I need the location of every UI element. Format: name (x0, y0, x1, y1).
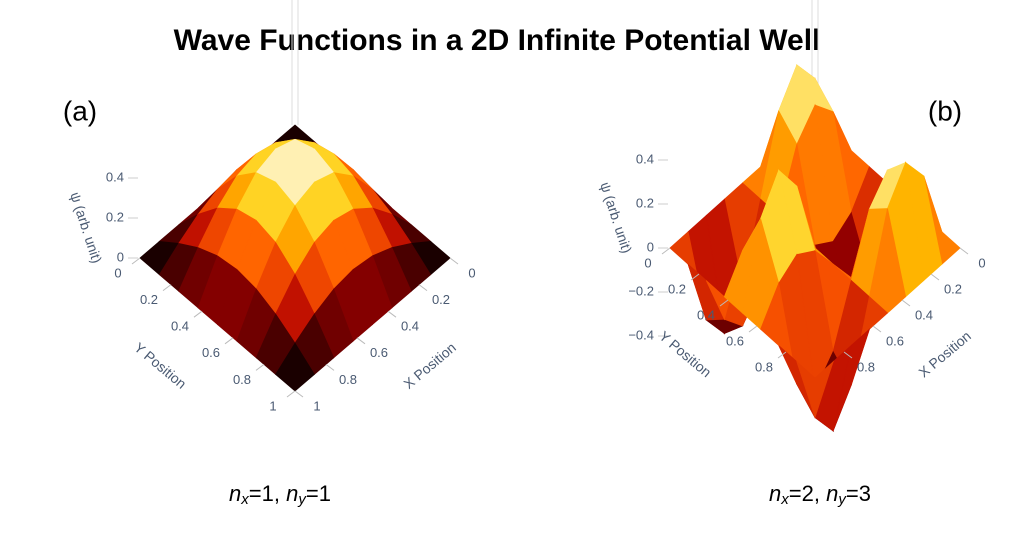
x-tick-label: 0.8 (339, 372, 357, 387)
y-tick-label: 0.6 (202, 345, 220, 360)
caption-part: y (837, 491, 847, 508)
x-tick-label: 0.6 (370, 345, 388, 360)
z-tick-label: 0.2 (106, 209, 124, 224)
caption: nx=1, ny=1 (229, 481, 331, 508)
x-tick (449, 257, 459, 265)
y-tick-label: 0.4 (697, 307, 715, 322)
x-tick-label: 0 (468, 265, 475, 280)
caption-part: =1, (249, 481, 286, 506)
x-tick-label: 1 (313, 398, 320, 413)
y-tick (661, 247, 671, 255)
z-tick-label: 0.4 (636, 151, 654, 166)
x-tick-label: 0.2 (432, 292, 450, 307)
y-tick (131, 257, 141, 265)
caption-part: n (826, 481, 838, 506)
surface-cell (796, 360, 834, 419)
z-tick-label: −0.2 (628, 283, 654, 298)
surface-chart: 0 0.2 0.4 0.6 0.8 1 0 0.2 0.4 0.6 0.8 1 0 0.2 0.4 X Pos… (63, 0, 476, 508)
x-tick-label: 0.4 (401, 319, 419, 334)
y-axis-title: Y Position (131, 339, 189, 392)
x-tick (959, 247, 969, 255)
y-tick (255, 363, 265, 371)
x-tick-label: 0.6 (886, 333, 904, 348)
x-tick (901, 299, 911, 307)
caption-part: y (297, 491, 307, 508)
z-tick-label: 0 (117, 249, 124, 264)
caption-part: =1 (306, 481, 331, 506)
x-tick (418, 284, 428, 292)
z-tick-label: 0 (647, 239, 654, 254)
x-tick (294, 390, 304, 398)
z-axis-title: ψ (arb. unit) (597, 180, 635, 255)
z-tick-label: −0.4 (628, 327, 654, 342)
y-tick-label: 0.2 (140, 292, 158, 307)
surface-chart: 0 0.2 0.4 0.6 0.8 0 0.2 0.4 0.6 0.8 −0.4 −0.2 0 0.2 0.… (597, 0, 986, 508)
x-tick-label: 0.4 (915, 307, 933, 322)
caption-part: n (769, 481, 781, 506)
x-tick-label: 0.8 (857, 359, 875, 374)
y-tick-label: 0.8 (233, 372, 251, 387)
y-tick-label: 0.6 (726, 333, 744, 348)
caption-part: n (286, 481, 298, 506)
z-tick-label: 0.4 (106, 169, 124, 184)
caption-part: =2, (789, 481, 826, 506)
y-tick (690, 273, 700, 281)
x-tick (872, 325, 882, 333)
y-tick-label: 0 (114, 265, 121, 280)
figure-title: Wave Functions in a 2D Infinite Potentia… (174, 24, 821, 57)
y-tick (193, 310, 203, 318)
x-tick-label: 0 (978, 255, 985, 270)
x-tick (356, 337, 366, 345)
x-tick (387, 310, 397, 318)
y-tick-label: 0.2 (668, 281, 686, 296)
panel-label: (b) (928, 95, 962, 126)
caption-part: x (780, 491, 789, 508)
y-tick (748, 325, 758, 333)
y-tick-label: 0 (644, 255, 651, 270)
caption-part: x (240, 491, 249, 508)
x-axis-title: X Position (400, 339, 459, 392)
y-axis-title: Y Position (656, 328, 714, 381)
y-tick-label: 0.8 (755, 359, 773, 374)
y-tick-label: 0.4 (171, 319, 189, 334)
x-axis-title: X Position (915, 328, 974, 381)
caption-part: n (229, 481, 241, 506)
y-tick (162, 284, 172, 292)
y-tick (224, 337, 234, 345)
y-tick (286, 390, 296, 398)
z-axis-title: ψ (arb. unit) (67, 190, 105, 265)
y-tick-label: 1 (269, 398, 276, 413)
z-tick-label: 0.2 (636, 195, 654, 210)
panel-label: (a) (63, 95, 97, 126)
x-tick-label: 0.2 (944, 281, 962, 296)
x-tick (930, 273, 940, 281)
x-tick (843, 351, 853, 359)
caption: nx=2, ny=3 (769, 481, 871, 508)
y-tick (719, 299, 729, 307)
y-tick (777, 351, 787, 359)
x-tick (325, 363, 335, 371)
caption-part: =3 (846, 481, 871, 506)
